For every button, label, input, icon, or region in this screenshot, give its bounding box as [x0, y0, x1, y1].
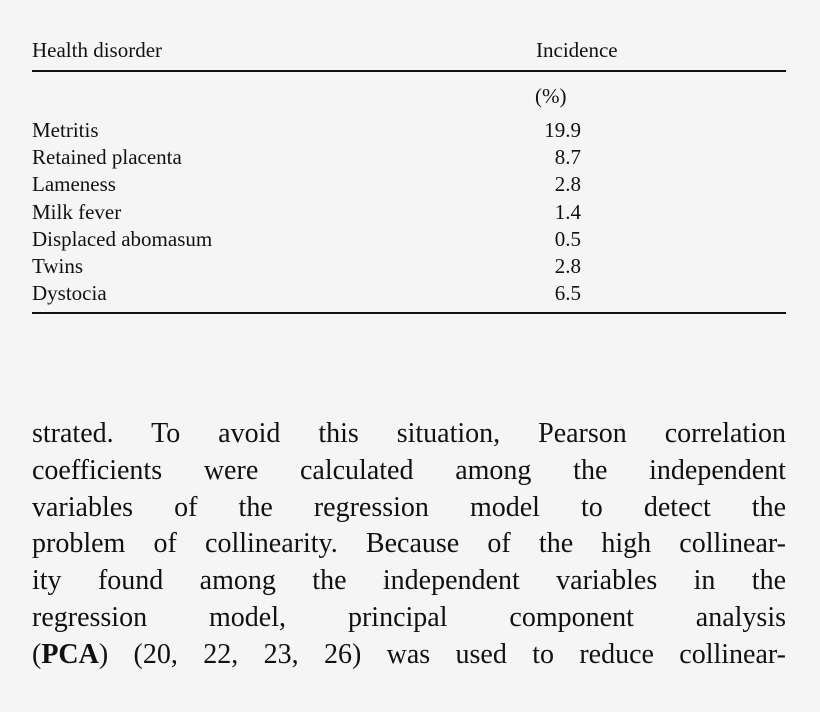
text-run: (: [32, 638, 42, 670]
row-label: Metritis: [32, 118, 99, 142]
text-line: (PCA) (20, 22, 23, 26) was used to reduc…: [32, 638, 786, 672]
unit-label: (%): [535, 84, 567, 108]
row-label: Displaced abomasum: [32, 226, 213, 251]
text-line: regression model, principal component an…: [32, 602, 786, 633]
text-run: ) (20, 22, 23, 26) was used to reduce co…: [98, 638, 786, 670]
bold-term: PCA: [41, 638, 99, 670]
row-label: Twins: [32, 254, 84, 278]
row-label: Dystocia: [32, 281, 107, 306]
row-label: Retained placenta: [32, 145, 182, 170]
text-line: strated. To avoid this situation, Pearso…: [32, 418, 786, 449]
row-value: 2.8: [554, 172, 581, 197]
text-line: ity found among the independent variable…: [32, 565, 786, 597]
text-line: variables of the regression model to det…: [32, 491, 786, 523]
bottom-rule: [32, 312, 786, 314]
row-value: 1.4: [554, 199, 581, 224]
row-label: Lameness: [32, 172, 116, 197]
header-cell: Health disorder: [32, 38, 163, 62]
row-value: 2.8: [554, 254, 581, 278]
row-label: Milk fever: [32, 199, 122, 224]
row-value: 19.9: [544, 118, 581, 142]
row-value: 0.5: [554, 226, 581, 251]
text-line: coefficients were calculated among the i…: [32, 454, 786, 486]
header-cell: Incidence: [536, 38, 618, 62]
row-value: 8.7: [554, 145, 581, 170]
text-line: problem of collinearity. Because of the …: [32, 528, 786, 560]
top-rule: [32, 70, 786, 72]
row-value: 6.5: [554, 281, 581, 306]
